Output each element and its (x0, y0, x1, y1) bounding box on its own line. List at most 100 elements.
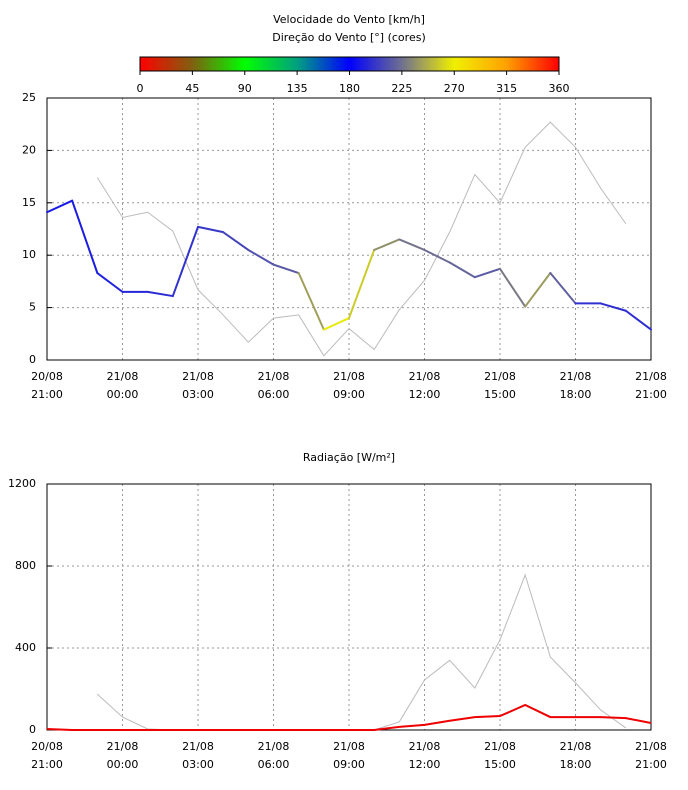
colorbar-cell (438, 57, 442, 71)
colorbar-cell (540, 57, 544, 71)
colorbar-cell (236, 57, 241, 71)
colorbar-cell (333, 57, 337, 71)
colorbar-cell (524, 57, 529, 71)
colorbar-cell (553, 57, 557, 71)
colorbar-cell (496, 57, 500, 71)
colorbar-cell (367, 57, 371, 71)
colorbar-cell (472, 57, 476, 71)
colorbar-cell (407, 57, 411, 71)
colorbar-cell (210, 57, 214, 71)
line-segment (348, 248, 376, 320)
colorbar-cell (451, 57, 455, 71)
colorbar-cell (281, 57, 285, 71)
colorbar-cell (401, 57, 405, 71)
x-tick-label: 21/08 (333, 370, 365, 383)
colorbar-tick-label: 180 (339, 82, 360, 95)
colorbar-cell (223, 57, 227, 71)
x-tick-label: 21/08 (484, 740, 516, 753)
colorbar-cell (538, 57, 542, 71)
colorbar-tick-label: 360 (549, 82, 570, 95)
colorbar-cell (163, 57, 167, 71)
colorbar-cell (339, 57, 343, 71)
colorbar-cell (430, 57, 434, 71)
colorbar-cell (412, 57, 416, 71)
plot-frame (46, 97, 652, 361)
colorbar-cell (535, 57, 539, 71)
colorbar-cell (249, 57, 254, 71)
colorbar-cell (160, 57, 165, 71)
colorbar-cell (155, 57, 159, 71)
colorbar-cell (320, 57, 324, 71)
colorbar-cell (284, 57, 288, 71)
colorbar-tick-label: 135 (287, 82, 308, 95)
colorbar-cell (153, 57, 157, 71)
x-tick-label: 21/08 (182, 370, 214, 383)
y-tick-label: 25 (22, 91, 36, 104)
x-tick-label: 21:00 (31, 388, 63, 401)
colorbar-cell (147, 57, 151, 71)
colorbar-cell (226, 57, 230, 71)
colorbar-cell (480, 57, 484, 71)
colorbar-tick-label: 225 (391, 82, 412, 95)
colorbar-cell (336, 57, 340, 71)
colorbar-cell (202, 57, 206, 71)
colorbar-cell (409, 57, 413, 71)
x-tick-label: 09:00 (333, 758, 365, 771)
y-tick-label: 15 (22, 196, 36, 209)
colorbar-cell (168, 57, 172, 71)
colorbar-cell (294, 57, 298, 71)
colorbar-cell (263, 57, 267, 71)
colorbar-cell (197, 57, 201, 71)
line-segment (247, 248, 275, 266)
x-tick-label: 18:00 (560, 388, 592, 401)
colorbar-cell (467, 57, 471, 71)
line-segment (423, 248, 451, 264)
colorbar-cell (145, 57, 149, 71)
colorbar-cell (270, 57, 275, 71)
colorbar-cell (394, 57, 398, 71)
colorbar-cell (417, 57, 421, 71)
colorbar-cell (441, 57, 445, 71)
colorbar-cell (289, 57, 293, 71)
colorbar-cell (485, 57, 489, 71)
line (96, 573, 627, 731)
colorbar-cell (176, 57, 180, 71)
colorbar-cell (425, 57, 429, 71)
colorbar-cell (205, 57, 209, 71)
x-tick-label: 12:00 (409, 388, 441, 401)
chart-title: Radiação [W/m²] (303, 451, 395, 464)
colorbar-cell (380, 57, 385, 71)
colorbar-cell (404, 57, 408, 71)
colorbar-cell (192, 57, 196, 71)
colorbar-cell (150, 57, 154, 71)
colorbar-tick-label: 315 (496, 82, 517, 95)
colorbar-cell (530, 57, 534, 71)
colorbar-cell (443, 57, 447, 71)
colorbar-cell (171, 57, 175, 71)
colorbar-cell (346, 57, 350, 71)
colorbar-cell (276, 57, 280, 71)
x-tick-label: 18:00 (560, 758, 592, 771)
colorbar-cell (179, 57, 183, 71)
line-segment (398, 238, 426, 251)
colorbar-cell (420, 57, 424, 71)
y-tick-label: 0 (29, 723, 36, 736)
colorbar-cell (475, 57, 479, 71)
line-segment (197, 225, 225, 234)
colorbar-cell (396, 57, 400, 71)
colorbar-cell (200, 57, 204, 71)
colorbar-cell (352, 57, 356, 71)
colorbar-cell (278, 57, 282, 71)
colorbar-tick-label: 0 (137, 82, 144, 95)
colorbar-cell (312, 57, 316, 71)
colorbar-cell (231, 57, 235, 71)
colorbar-cell (166, 57, 170, 71)
y-tick-label: 5 (29, 301, 36, 314)
x-tick-label: 21/08 (258, 370, 290, 383)
y-tick-label: 20 (22, 143, 36, 156)
colorbar-cell (488, 57, 492, 71)
colorbar-cell (490, 57, 495, 71)
line-segment (272, 263, 300, 275)
line-segment (373, 238, 401, 251)
colorbar-cell (273, 57, 277, 71)
